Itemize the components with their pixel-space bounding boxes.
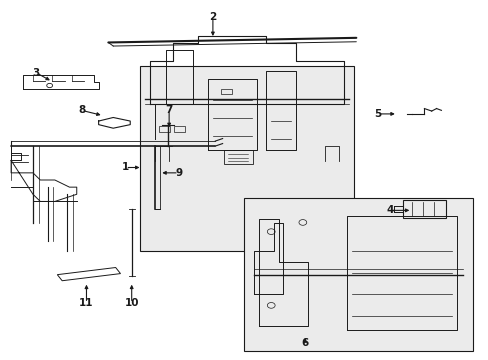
Text: 5: 5 [374,109,381,119]
Text: 11: 11 [79,298,94,308]
Bar [140,66,353,251]
Bar [402,201,446,217]
Text: 6: 6 [301,338,308,347]
Text: 4: 4 [386,205,393,215]
Text: 2: 2 [209,13,216,22]
Bar [174,126,184,132]
Text: 8: 8 [78,105,85,115]
Text: 7: 7 [165,105,172,115]
Bar [244,198,472,351]
Text: 1: 1 [122,162,129,172]
Text: 9: 9 [175,168,182,178]
Text: 10: 10 [124,298,139,308]
Bar [221,89,231,94]
Text: 3: 3 [33,68,40,78]
Bar [223,150,252,164]
Bar [159,126,170,132]
